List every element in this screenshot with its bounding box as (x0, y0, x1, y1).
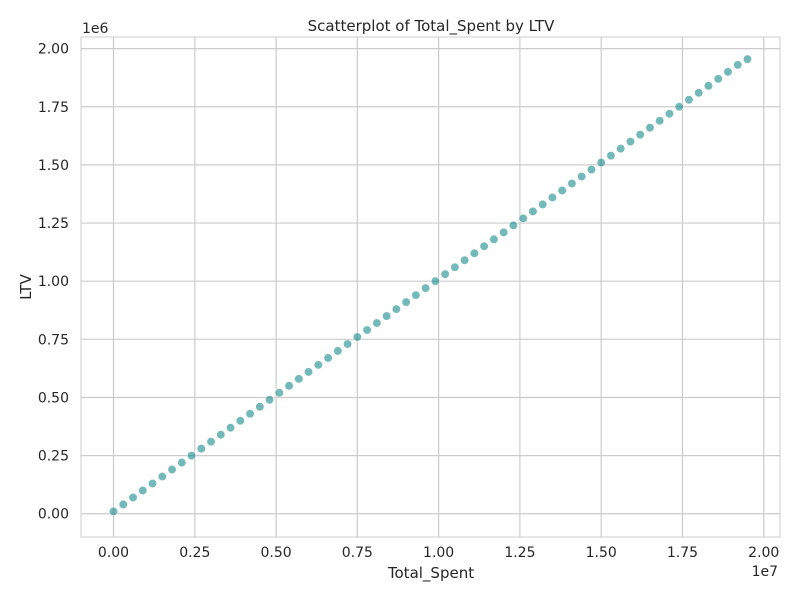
plot-frame (80, 36, 781, 538)
data-point (694, 88, 704, 98)
data-point (723, 67, 733, 77)
data-point (391, 304, 401, 314)
data-point (206, 437, 216, 447)
data-point (733, 60, 743, 70)
data-point (362, 325, 372, 335)
data-point (440, 269, 450, 279)
y-axis-label: LTV (17, 273, 35, 299)
data-points (109, 54, 752, 516)
data-point (460, 255, 470, 265)
data-point (128, 492, 138, 502)
data-point (430, 276, 440, 286)
x-tick-label: 2.00 (748, 545, 779, 561)
data-point (265, 395, 275, 405)
data-point (157, 472, 167, 482)
data-point (645, 123, 655, 133)
data-point (528, 206, 538, 216)
data-point (313, 360, 323, 370)
data-point (372, 318, 382, 328)
data-point (323, 353, 333, 363)
x-tick-label: 1.75 (667, 545, 698, 561)
y-tick-label: 0.75 (38, 332, 69, 348)
data-point (684, 95, 694, 105)
data-point (450, 262, 460, 272)
data-point (538, 199, 548, 209)
data-point (109, 506, 119, 516)
x-tick-label: 1.25 (504, 545, 535, 561)
data-point (235, 416, 245, 426)
data-point (674, 102, 684, 112)
y-axis-ticks: 0.00 0.25 0.50 0.75 1.00 1.25 1.50 1.75 2.00 (38, 42, 69, 523)
data-point (616, 144, 626, 154)
data-point (703, 81, 713, 91)
data-point (284, 381, 294, 391)
data-point (421, 283, 431, 293)
data-point (655, 116, 665, 126)
data-point (577, 172, 587, 182)
data-point (596, 158, 606, 168)
data-point (499, 227, 509, 237)
data-point (255, 402, 265, 412)
data-point (742, 54, 752, 64)
y-tick-label: 1.00 (38, 274, 69, 290)
x-tick-label: 1.50 (586, 545, 617, 561)
data-point (635, 130, 645, 140)
data-point (118, 499, 128, 509)
y-tick-label: 0.00 (38, 507, 69, 523)
data-point (304, 367, 314, 377)
data-point (167, 465, 177, 475)
data-point (411, 290, 421, 300)
x-tick-label: 1.00 (423, 545, 454, 561)
x-tick-label: 0.25 (179, 545, 210, 561)
data-point (489, 234, 499, 244)
data-point (196, 444, 206, 454)
data-point (518, 213, 528, 223)
data-point (713, 74, 723, 84)
data-point (625, 137, 635, 147)
x-tick-label: 0.50 (260, 545, 291, 561)
data-point (138, 485, 148, 495)
data-point (148, 479, 158, 489)
data-point (187, 451, 197, 461)
data-point (469, 248, 479, 258)
x-axis-ticks: 0.00 0.25 0.50 0.75 1.00 1.25 1.50 1.75 2.00 (98, 545, 779, 561)
y-tick-label: 2.00 (38, 42, 69, 58)
y-tick-label: 1.50 (38, 158, 69, 174)
data-point (226, 423, 236, 433)
data-point (664, 109, 674, 119)
grid (81, 37, 780, 537)
data-point (606, 151, 616, 161)
y-tick-label: 1.75 (38, 100, 69, 116)
data-point (382, 311, 392, 321)
data-point (557, 185, 567, 195)
x-tick-label: 0.00 (98, 545, 129, 561)
data-point (352, 332, 362, 342)
x-axis-offset-label: 1e7 (752, 564, 778, 580)
x-tick-label: 0.75 (342, 545, 373, 561)
data-point (547, 192, 557, 202)
data-point (333, 346, 343, 356)
data-point (294, 374, 304, 384)
data-point (216, 430, 226, 440)
data-point (479, 241, 489, 251)
y-axis-offset-label: 1e6 (82, 21, 109, 37)
data-point (274, 388, 284, 398)
data-point (586, 165, 596, 175)
y-tick-label: 1.25 (38, 216, 69, 232)
data-point (245, 409, 255, 419)
data-point (567, 179, 577, 189)
chart-title: Scatterplot of Total_Spent by LTV (308, 17, 555, 36)
data-point (401, 297, 411, 307)
y-tick-label: 0.50 (38, 390, 69, 406)
data-point (177, 458, 187, 468)
data-point (343, 339, 353, 349)
y-tick-label: 0.25 (38, 449, 69, 465)
data-point (508, 220, 518, 230)
x-axis-label: Total_Spent (387, 564, 474, 583)
